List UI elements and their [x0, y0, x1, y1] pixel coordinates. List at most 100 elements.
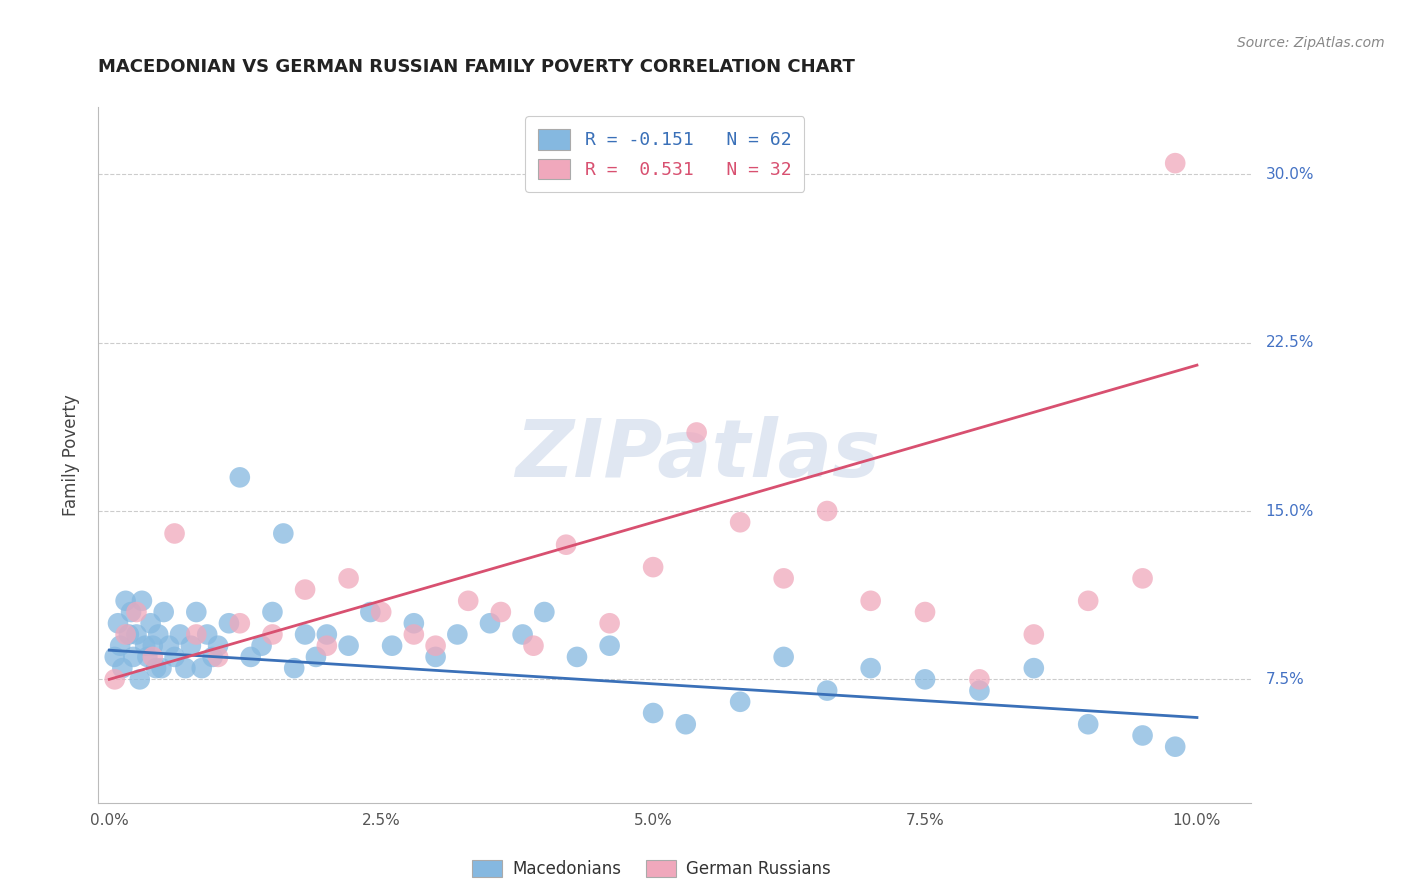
Point — [522, 639, 544, 653]
Point — [163, 649, 186, 664]
Point — [108, 639, 131, 653]
Point — [457, 594, 479, 608]
Point — [533, 605, 555, 619]
Point — [169, 627, 191, 641]
Point — [104, 649, 127, 664]
Point — [337, 571, 360, 585]
Point — [150, 661, 173, 675]
Text: 15.0%: 15.0% — [1265, 503, 1313, 518]
Point — [512, 627, 534, 641]
Point — [163, 526, 186, 541]
Point — [969, 683, 991, 698]
Point — [685, 425, 707, 440]
Point — [262, 605, 284, 619]
Point — [190, 661, 212, 675]
Point — [402, 616, 425, 631]
Point — [283, 661, 305, 675]
Point — [294, 582, 316, 597]
Point — [125, 605, 148, 619]
Point — [815, 504, 838, 518]
Text: Source: ZipAtlas.com: Source: ZipAtlas.com — [1237, 36, 1385, 50]
Point — [425, 649, 447, 664]
Text: ZIPatlas: ZIPatlas — [516, 416, 880, 494]
Point — [1077, 717, 1099, 731]
Point — [180, 639, 202, 653]
Point — [599, 616, 621, 631]
Point — [772, 649, 794, 664]
Point — [104, 673, 127, 687]
Point — [370, 605, 392, 619]
Point — [315, 627, 337, 641]
Point — [111, 661, 134, 675]
Point — [152, 605, 174, 619]
Point — [1164, 156, 1187, 170]
Point — [675, 717, 697, 731]
Point — [1077, 594, 1099, 608]
Point — [157, 639, 180, 653]
Point — [305, 649, 328, 664]
Point — [1132, 729, 1154, 743]
Point — [914, 673, 936, 687]
Point — [207, 649, 229, 664]
Point — [195, 627, 218, 641]
Point — [114, 594, 136, 608]
Point — [186, 605, 208, 619]
Point — [565, 649, 588, 664]
Legend: Macedonians, German Russians: Macedonians, German Russians — [465, 854, 838, 885]
Point — [643, 560, 665, 574]
Point — [218, 616, 240, 631]
Point — [478, 616, 501, 631]
Point — [643, 706, 665, 720]
Point — [1022, 627, 1045, 641]
Point — [402, 627, 425, 641]
Point — [446, 627, 468, 641]
Point — [148, 627, 170, 641]
Point — [1022, 661, 1045, 675]
Point — [201, 649, 224, 664]
Point — [207, 639, 229, 653]
Point — [489, 605, 512, 619]
Point — [914, 605, 936, 619]
Point — [139, 616, 162, 631]
Text: MACEDONIAN VS GERMAN RUSSIAN FAMILY POVERTY CORRELATION CHART: MACEDONIAN VS GERMAN RUSSIAN FAMILY POVE… — [98, 58, 855, 76]
Point — [262, 627, 284, 641]
Point — [772, 571, 794, 585]
Point — [859, 594, 882, 608]
Point — [425, 639, 447, 653]
Point — [273, 526, 295, 541]
Point — [359, 605, 381, 619]
Point — [599, 639, 621, 653]
Point — [142, 639, 165, 653]
Point — [337, 639, 360, 653]
Point — [120, 605, 142, 619]
Point — [250, 639, 273, 653]
Point — [859, 661, 882, 675]
Point — [229, 616, 252, 631]
Text: 30.0%: 30.0% — [1265, 167, 1313, 182]
Point — [134, 639, 156, 653]
Point — [122, 649, 145, 664]
Point — [969, 673, 991, 687]
Point — [239, 649, 262, 664]
Point — [107, 616, 129, 631]
Point — [186, 627, 208, 641]
Point — [728, 695, 751, 709]
Point — [131, 594, 153, 608]
Text: 7.5%: 7.5% — [1265, 672, 1305, 687]
Point — [125, 627, 148, 641]
Point — [118, 627, 141, 641]
Point — [294, 627, 316, 641]
Point — [315, 639, 337, 653]
Point — [381, 639, 404, 653]
Point — [114, 627, 136, 641]
Point — [815, 683, 838, 698]
Text: 22.5%: 22.5% — [1265, 335, 1313, 351]
Point — [145, 661, 167, 675]
Point — [1164, 739, 1187, 754]
Point — [136, 649, 159, 664]
Point — [728, 515, 751, 529]
Point — [229, 470, 252, 484]
Point — [174, 661, 197, 675]
Point — [1132, 571, 1154, 585]
Point — [555, 538, 578, 552]
